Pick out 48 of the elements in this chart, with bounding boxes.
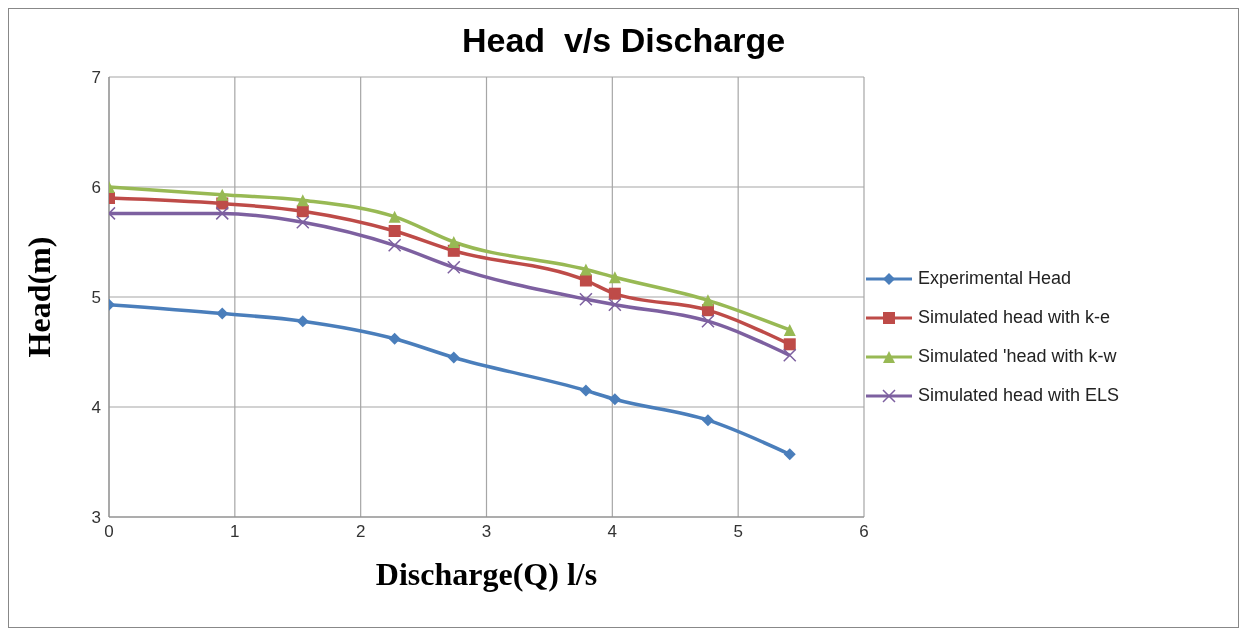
point [579, 274, 592, 287]
point [701, 314, 715, 328]
y-axis-title: Head(m) [21, 236, 58, 358]
x-tick-label: 0 [104, 522, 114, 542]
point [608, 297, 622, 312]
point [215, 206, 229, 221]
y-tick-label: 5 [91, 288, 101, 308]
point [783, 338, 796, 351]
point [701, 414, 714, 427]
point [388, 332, 401, 345]
x-tick-label: 4 [607, 522, 618, 542]
x-tick-label: 3 [481, 522, 492, 542]
y-tick-label: 3 [91, 508, 101, 528]
point [783, 348, 797, 363]
point [447, 260, 461, 275]
point [783, 324, 796, 336]
point [296, 194, 309, 207]
legend-label: Experimental Head [918, 268, 1072, 289]
point [783, 448, 796, 461]
point [296, 205, 309, 218]
x-tick-label: 2 [355, 522, 366, 542]
x-tick-label: 5 [733, 522, 743, 542]
point [216, 188, 229, 201]
legend-label: Simulated head with ELS [918, 385, 1120, 406]
point [608, 287, 621, 300]
point [387, 238, 402, 253]
point [579, 384, 592, 397]
point [296, 315, 309, 328]
point [388, 225, 401, 237]
point [447, 236, 460, 248]
legend-label: Simulated 'head with k-w [918, 346, 1117, 367]
point [608, 271, 621, 284]
x-tick-label: 1 [230, 522, 240, 542]
point [216, 307, 229, 320]
x-axis-title: Discharge(Q) l/s [375, 556, 598, 592]
point [296, 215, 310, 229]
point [579, 263, 592, 276]
y-tick-label: 7 [91, 68, 101, 88]
point [447, 351, 460, 364]
point [701, 294, 714, 307]
legend-label: Simulated head with k-e [918, 307, 1111, 328]
x-tick-label: 6 [859, 522, 869, 542]
chart-title: Head v/s Discharge [460, 21, 787, 61]
point [388, 210, 401, 223]
y-tick-label: 4 [91, 398, 101, 418]
y-tick-label: 6 [91, 178, 101, 198]
point [579, 292, 593, 306]
point [608, 393, 621, 406]
